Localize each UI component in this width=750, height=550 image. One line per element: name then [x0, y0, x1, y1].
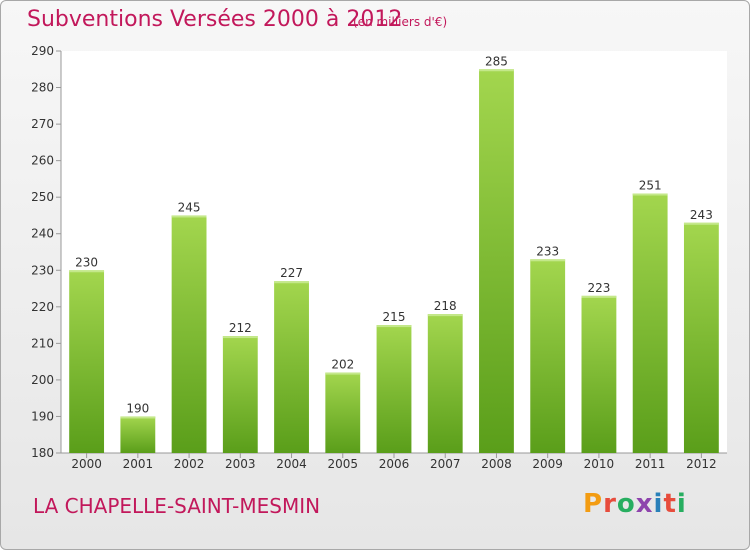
bar-highlight: [479, 69, 514, 72]
bar: [632, 193, 668, 453]
x-tick-label: 2000: [71, 457, 102, 471]
logo-letter: r: [603, 489, 617, 519]
bar-highlight: [376, 325, 412, 328]
proxiti-logo[interactable]: Proxiti: [583, 489, 687, 519]
logo-letter: i: [676, 489, 687, 519]
x-tick-label: 2011: [635, 457, 666, 471]
y-tick-label: 230: [31, 263, 54, 277]
y-tick-label: 260: [31, 154, 54, 168]
x-tick-label: 2004: [276, 457, 307, 471]
chart-unit: (en milliers d'€): [353, 15, 448, 29]
x-tick-label: 2002: [174, 457, 205, 471]
bar-value-label: 190: [126, 401, 149, 415]
bar-value-label: 233: [536, 244, 559, 258]
x-tick-label: 2008: [481, 457, 512, 471]
y-tick-label: 200: [31, 373, 54, 387]
y-tick-label: 220: [31, 300, 54, 314]
logo-letter: x: [635, 489, 654, 519]
bar-highlight: [69, 270, 105, 273]
bar-highlight: [683, 222, 719, 225]
chart-title: Subventions Versées 2000 à 2012: [27, 7, 403, 32]
bar-value-label: 215: [383, 310, 406, 324]
x-tick-label: 2001: [123, 457, 154, 471]
axes: 180 190 200 210 220 230 240 250 260 270 280 290 2000…: [31, 44, 727, 471]
bar-value-label: 223: [587, 281, 610, 295]
bar-highlight: [171, 215, 207, 218]
y-tick-label: 250: [31, 190, 54, 204]
bar-value-label: 285: [485, 54, 508, 68]
bar-highlight: [222, 336, 258, 339]
bar-highlight: [325, 372, 361, 375]
x-tick-label: 2007: [430, 457, 461, 471]
x-tick-label: 2010: [584, 457, 615, 471]
bar-highlight: [632, 193, 668, 196]
y-tick-label: 270: [31, 117, 54, 131]
y-tick-label: 210: [31, 336, 54, 350]
bar-value-label: 245: [178, 200, 201, 214]
bar-value-label: 202: [331, 358, 354, 372]
y-tick-label: 190: [31, 409, 54, 423]
bar-value-label: 243: [690, 208, 713, 222]
bar-highlight: [120, 416, 156, 419]
logo-letter: t: [663, 489, 677, 519]
logo-letter: i: [653, 489, 664, 519]
bar-highlight: [530, 259, 566, 262]
bar-value-label: 212: [229, 321, 252, 335]
bar-value-label: 218: [434, 299, 457, 313]
y-tick-label: 180: [31, 446, 54, 460]
bar-highlight: [274, 281, 309, 284]
bar: [683, 222, 719, 453]
bar: [427, 314, 463, 453]
bar: [222, 336, 258, 453]
y-tick-label: 280: [31, 81, 54, 95]
y-tick-label: 240: [31, 227, 54, 241]
x-tick-label: 2012: [686, 457, 717, 471]
bar: [120, 416, 156, 453]
bar: [530, 259, 566, 453]
commune-name: LA CHAPELLE-SAINT-MESMIN: [33, 494, 321, 518]
x-tick-label: 2009: [532, 457, 563, 471]
bar: [171, 215, 207, 453]
x-tick-label: 2005: [327, 457, 358, 471]
bar: [69, 270, 105, 453]
bar: [274, 281, 309, 453]
x-tick-label: 2003: [225, 457, 256, 471]
bar: [376, 325, 412, 453]
bar-highlight: [427, 314, 463, 317]
bar-value-label: 227: [280, 266, 303, 280]
y-tick-label: 290: [31, 44, 54, 58]
logo-letter: o: [616, 489, 636, 519]
bar-value-label: 230: [75, 255, 98, 269]
bars: 230 190 245 212 227 202 215 218 285 233 223 251 243: [69, 54, 719, 453]
bar-value-label: 251: [639, 179, 662, 193]
x-tick-label: 2006: [379, 457, 410, 471]
bar-highlight: [581, 295, 617, 298]
bar: [479, 69, 514, 453]
logo-letter: P: [583, 489, 604, 519]
bar: [325, 372, 361, 453]
bar: [581, 295, 617, 453]
